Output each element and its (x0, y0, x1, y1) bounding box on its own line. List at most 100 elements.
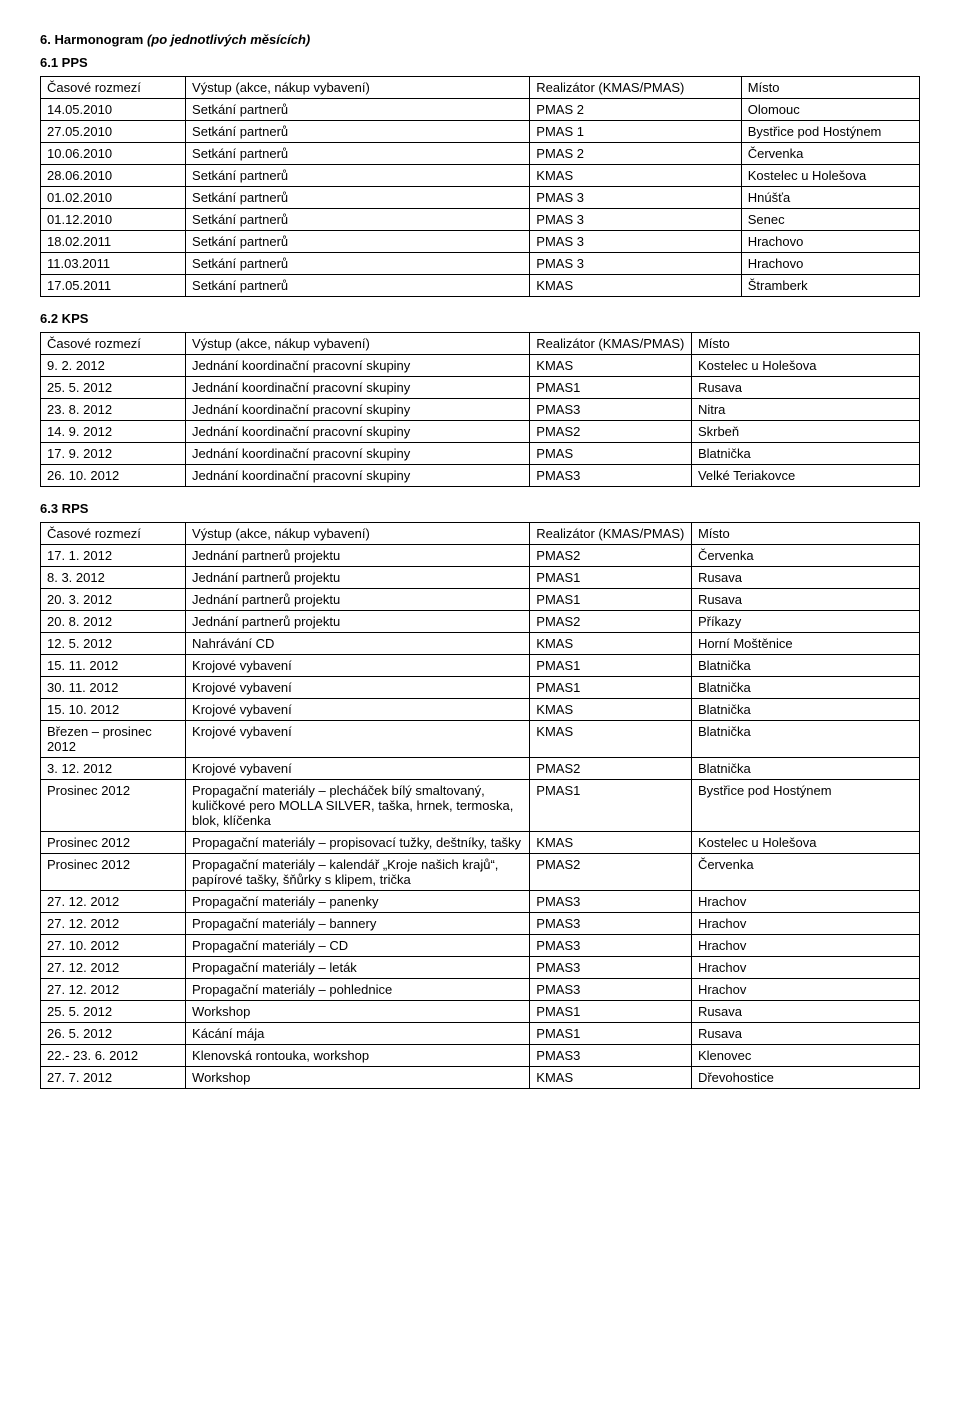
table-cell: Propagační materiály – leták (186, 957, 530, 979)
table-cell: Olomouc (741, 99, 919, 121)
table-cell: Jednání koordinační pracovní skupiny (186, 465, 530, 487)
table-cell: 01.02.2010 (41, 187, 186, 209)
table-cell: PMAS1 (530, 1001, 692, 1023)
table-cell: PMAS3 (530, 979, 692, 1001)
table-row: 22.- 23. 6. 2012Klenovská rontouka, work… (41, 1045, 920, 1067)
table-cell: KMAS (530, 633, 692, 655)
table-cell: 20. 3. 2012 (41, 589, 186, 611)
table-cell: 11.03.2011 (41, 253, 186, 275)
table-row: 18.02.2011Setkání partnerůPMAS 3Hrachovo (41, 231, 920, 253)
table-cell: Workshop (186, 1067, 530, 1089)
table-cell: Jednání partnerů projektu (186, 567, 530, 589)
table-row: 10.06.2010Setkání partnerůPMAS 2Červenka (41, 143, 920, 165)
table-row: 23. 8. 2012Jednání koordinační pracovní … (41, 399, 920, 421)
table-cell: Rusava (691, 377, 919, 399)
table-cell: 27.05.2010 (41, 121, 186, 143)
table-cell: 27. 12. 2012 (41, 891, 186, 913)
table-cell: Dřevohostice (691, 1067, 919, 1089)
table-cell: Propagační materiály – CD (186, 935, 530, 957)
heading-6: 6. Harmonogram (po jednotlivých měsících… (40, 32, 920, 47)
table-header-cell: Časové rozmezí (41, 523, 186, 545)
table-cell: 27. 12. 2012 (41, 957, 186, 979)
table-cell: Červenka (741, 143, 919, 165)
table-row: 17. 1. 2012Jednání partnerů projektuPMAS… (41, 545, 920, 567)
table-row: 27. 12. 2012Propagační materiály – panen… (41, 891, 920, 913)
table-row: 26. 10. 2012Jednání koordinační pracovní… (41, 465, 920, 487)
table-cell: PMAS1 (530, 1023, 692, 1045)
table-cell: KMAS (530, 275, 741, 297)
table-cell: Blatnička (691, 443, 919, 465)
table-cell: Nitra (691, 399, 919, 421)
table-cell: Setkání partnerů (186, 121, 530, 143)
table-cell: Propagační materiály – propisovací tužky… (186, 832, 530, 854)
table-cell: Hrachov (691, 891, 919, 913)
table-cell: 12. 5. 2012 (41, 633, 186, 655)
table-row: 20. 3. 2012Jednání partnerů projektuPMAS… (41, 589, 920, 611)
table-cell: 15. 11. 2012 (41, 655, 186, 677)
table-row: Prosinec 2012Propagační materiály – prop… (41, 832, 920, 854)
table-cell: PMAS3 (530, 399, 692, 421)
table-row: 25. 5. 2012Jednání koordinační pracovní … (41, 377, 920, 399)
table-cell: Nahrávání CD (186, 633, 530, 655)
table-cell: Krojové vybavení (186, 677, 530, 699)
table-cell: 28.06.2010 (41, 165, 186, 187)
table-cell: Rusava (691, 589, 919, 611)
table-cell: KMAS (530, 355, 692, 377)
heading-6-suffix: (po jednotlivých měsících) (147, 32, 310, 47)
table-cell: Kostelec u Holešova (741, 165, 919, 187)
table-cell: Hrachov (691, 935, 919, 957)
table-row: 27. 12. 2012Propagační materiály – pohle… (41, 979, 920, 1001)
table-cell: PMAS1 (530, 589, 692, 611)
table-cell: Jednání koordinační pracovní skupiny (186, 355, 530, 377)
table-cell: Hrachov (691, 957, 919, 979)
table-row: 27. 12. 2012Propagační materiály – leták… (41, 957, 920, 979)
table-header-cell: Časové rozmezí (41, 333, 186, 355)
table-cell: 8. 3. 2012 (41, 567, 186, 589)
table-header-cell: Místo (691, 333, 919, 355)
table-cell: Propagační materiály – bannery (186, 913, 530, 935)
table-cell: Hrachov (691, 979, 919, 1001)
table-cell: Bystřice pod Hostýnem (691, 780, 919, 832)
table-cell: PMAS 3 (530, 187, 741, 209)
table-cell: PMAS2 (530, 545, 692, 567)
table-kps: Časové rozmezíVýstup (akce, nákup vybave… (40, 332, 920, 487)
table-cell: 14. 9. 2012 (41, 421, 186, 443)
heading-6-1: 6.1 PPS (40, 55, 920, 70)
table-cell: Workshop (186, 1001, 530, 1023)
table-cell: PMAS 3 (530, 209, 741, 231)
table-header-row: Časové rozmezíVýstup (akce, nákup vybave… (41, 523, 920, 545)
table-cell: Blatnička (691, 758, 919, 780)
table-cell: PMAS3 (530, 957, 692, 979)
table-row: Prosinec 2012Propagační materiály – kale… (41, 854, 920, 891)
table-cell: Setkání partnerů (186, 253, 530, 275)
table-cell: Krojové vybavení (186, 758, 530, 780)
table-cell: Blatnička (691, 721, 919, 758)
table-row: 3. 12. 2012Krojové vybaveníPMAS2Blatničk… (41, 758, 920, 780)
table-cell: Březen – prosinec 2012 (41, 721, 186, 758)
heading-6-2: 6.2 KPS (40, 311, 920, 326)
table-cell: Klenovec (691, 1045, 919, 1067)
table-cell: Hnúšťa (741, 187, 919, 209)
table-cell: PMAS3 (530, 891, 692, 913)
table-row: 11.03.2011Setkání partnerůPMAS 3Hrachovo (41, 253, 920, 275)
table-cell: Červenka (691, 545, 919, 567)
table-cell: PMAS 3 (530, 231, 741, 253)
table-cell: Setkání partnerů (186, 187, 530, 209)
table-cell: 23. 8. 2012 (41, 399, 186, 421)
table-header-cell: Výstup (akce, nákup vybavení) (186, 77, 530, 99)
table-cell: 26. 10. 2012 (41, 465, 186, 487)
table-cell: PMAS1 (530, 377, 692, 399)
table-cell: Jednání partnerů projektu (186, 589, 530, 611)
table-cell: PMAS3 (530, 465, 692, 487)
table-cell: Klenovská rontouka, workshop (186, 1045, 530, 1067)
table-cell: Setkání partnerů (186, 99, 530, 121)
table-cell: Kostelec u Holešova (691, 355, 919, 377)
table-cell: PMAS1 (530, 655, 692, 677)
table-cell: KMAS (530, 165, 741, 187)
table-cell: Propagační materiály – pohlednice (186, 979, 530, 1001)
table-row: 8. 3. 2012Jednání partnerů projektuPMAS1… (41, 567, 920, 589)
table-cell: 25. 5. 2012 (41, 1001, 186, 1023)
table-cell: Jednání koordinační pracovní skupiny (186, 421, 530, 443)
table-header-cell: Místo (741, 77, 919, 99)
table-cell: 20. 8. 2012 (41, 611, 186, 633)
